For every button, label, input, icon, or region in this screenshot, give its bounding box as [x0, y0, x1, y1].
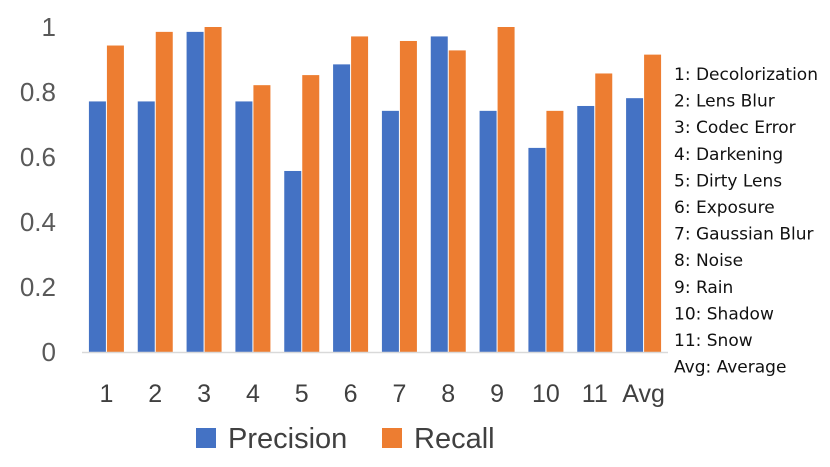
key-item: 3: Codec Error — [674, 118, 796, 138]
key-item: 8: Noise — [674, 251, 743, 271]
key-item: 6: Exposure — [674, 198, 775, 218]
bar-precision-avg — [626, 98, 644, 352]
bar-recall-5 — [302, 75, 320, 352]
bar-precision-11 — [577, 105, 595, 352]
legend-swatch-recall — [382, 428, 402, 448]
bar-precision-5 — [284, 170, 302, 352]
y-tick-label: 0.2 — [20, 272, 56, 302]
x-tick-label: 9 — [490, 380, 504, 408]
key-item: 2: Lens Blur — [674, 92, 775, 112]
x-tick-label: 1 — [99, 380, 113, 408]
bar-precision-4 — [235, 101, 253, 352]
bar-recall-4 — [253, 85, 271, 353]
x-tick-label: 8 — [441, 380, 455, 408]
key-item: 10: Shadow — [674, 304, 774, 324]
legend-label-recall: Recall — [414, 423, 495, 455]
x-tick-label: 2 — [148, 380, 162, 408]
y-tick-label: 0.4 — [20, 207, 56, 237]
x-tick-label: 11 — [582, 380, 608, 408]
bar-recall-2 — [155, 31, 173, 352]
y-tick-label: 0 — [42, 337, 56, 367]
bar-precision-8 — [430, 36, 448, 353]
bar-recall-9 — [497, 27, 515, 352]
x-tick-label: 5 — [295, 380, 309, 408]
y-tick-label: 0.8 — [20, 77, 56, 107]
bar-precision-1 — [88, 101, 106, 352]
x-tick-label: 7 — [392, 380, 406, 408]
x-tick-label: Avg — [622, 380, 665, 408]
bar-precision-6 — [333, 64, 351, 352]
y-tick-label: 0.6 — [20, 142, 56, 172]
key-item: 5: Dirty Lens — [674, 171, 782, 191]
x-tick-label: 4 — [246, 380, 260, 408]
key-item: 1: Decolorization — [674, 65, 818, 85]
legend-swatch-precision — [196, 428, 216, 448]
bar-precision-2 — [137, 101, 155, 352]
legend: Precision Recall — [196, 423, 495, 455]
bar-recall-6 — [351, 36, 369, 353]
key-item: 7: Gaussian Blur — [674, 225, 814, 245]
bar-precision-3 — [186, 31, 204, 352]
key-item: 11: Snow — [674, 331, 753, 351]
x-axis-ticks: 1 2 3 4 5 6 7 8 9 10 11 Avg — [99, 380, 664, 408]
bar-recall-3 — [204, 27, 222, 352]
bar-recall-8 — [448, 50, 466, 353]
bar-precision-7 — [381, 110, 399, 352]
legend-label-precision: Precision — [228, 423, 347, 455]
y-axis-ticks: 0 0.2 0.4 0.6 0.8 1 — [20, 12, 56, 367]
bar-recall-10 — [546, 110, 564, 352]
key-item: 9: Rain — [674, 278, 733, 298]
bar-recall-11 — [595, 73, 613, 352]
x-tick-label: 6 — [344, 380, 358, 408]
key-item: Avg: Average — [674, 358, 786, 378]
bar-precision-9 — [479, 110, 497, 352]
bar-recall-1 — [106, 45, 124, 353]
x-tick-label: 3 — [197, 380, 211, 408]
bars — [88, 27, 662, 353]
y-tick-label: 1 — [42, 12, 56, 42]
bar-recall-avg — [644, 54, 662, 352]
bar-recall-7 — [399, 40, 417, 352]
key-item: 4: Darkening — [674, 145, 783, 165]
category-key: 1: Decolorization 2: Lens Blur 3: Codec … — [674, 65, 818, 378]
x-tick-label: 10 — [532, 380, 560, 408]
bar-precision-10 — [528, 147, 546, 352]
